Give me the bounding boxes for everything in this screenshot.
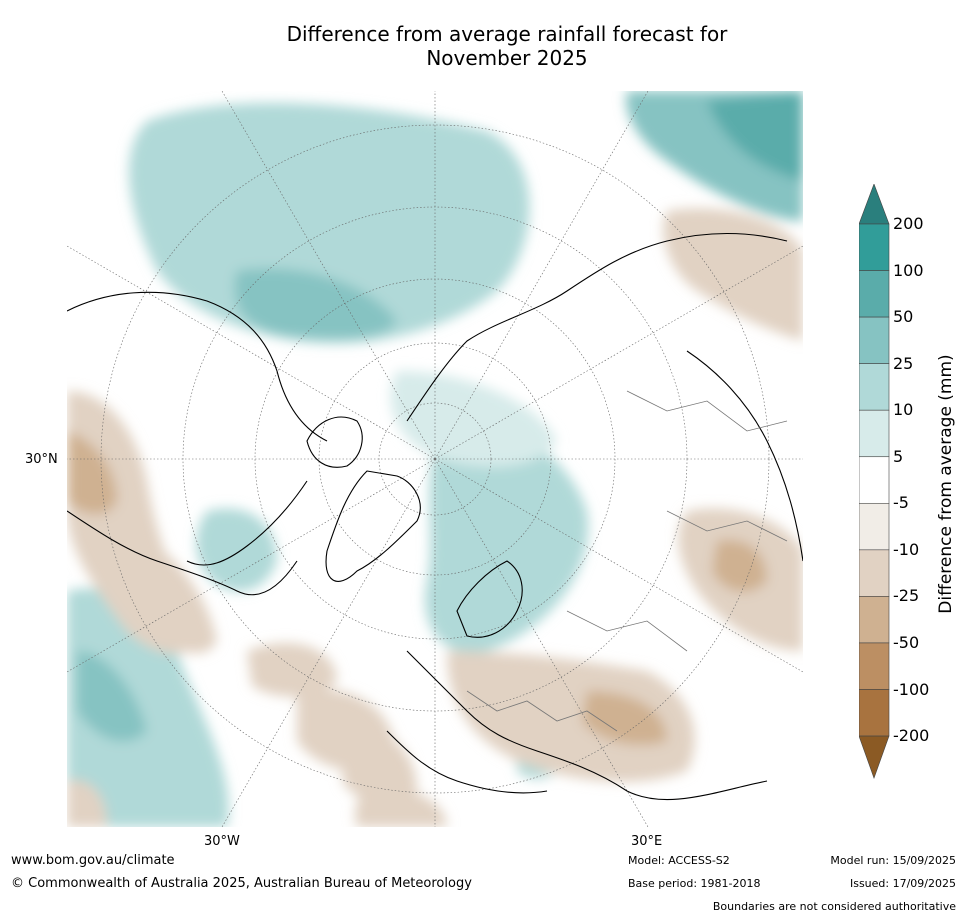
- colorbar-tick-label: -50: [893, 632, 920, 652]
- website-link[interactable]: www.bom.gov.au/climate: [11, 853, 175, 868]
- dry-anomaly-mediterranean-middle-east-core: [582, 691, 667, 745]
- scandinavia-coastline: [456, 560, 523, 638]
- country-boundary: [466, 690, 618, 732]
- rainfall-anomaly-field: [67, 91, 803, 827]
- disclaimer-text: Boundaries are not considered authoritat…: [712, 900, 956, 913]
- meridian: [434, 91, 649, 460]
- colorbar-title: Difference from average (mm): [936, 354, 956, 614]
- longitude-label-30w: 30°W: [204, 834, 240, 849]
- wet-anomaly-northeast-pacific-core: [707, 91, 803, 181]
- title-line-2: November 2025: [426, 46, 588, 70]
- colorbar-over-arrow: [859, 184, 890, 225]
- dry-anomaly-central-asia: [663, 208, 803, 341]
- longitude-label-30e: 30°E: [631, 834, 663, 849]
- country-boundary: [666, 510, 788, 542]
- colorbar-bin: [859, 502, 890, 551]
- dry-anomaly-north-america-west-core: [67, 431, 117, 515]
- copyright-text: © Commonwealth of Australia 2025, Austra…: [11, 876, 472, 891]
- dry-anomaly-north-america-south: [126, 531, 217, 654]
- meridian: [434, 458, 803, 673]
- country-boundary: [566, 610, 688, 652]
- base-period-text: Base period: 1981-2018: [628, 877, 761, 890]
- colorbar-bin: [859, 596, 890, 644]
- greenland-coastline: [325, 470, 421, 582]
- colorbar-bin: [859, 363, 890, 411]
- colorbar-bin: [859, 549, 890, 597]
- graticule: [67, 91, 803, 827]
- colorbar-tick-label: 200: [893, 214, 924, 233]
- polar-stereographic-map: [67, 91, 803, 827]
- wet-anomaly-north-pacific-west-core: [77, 651, 147, 742]
- dry-anomaly-east-asia-core: [712, 540, 767, 592]
- colorbar-tick-label: 100: [893, 260, 924, 280]
- dry-anomaly-bottom-left-corner: [67, 780, 107, 827]
- colorbar-tick-label: 5: [893, 446, 904, 466]
- europe-coastline: [406, 650, 768, 801]
- colorbar: [859, 184, 890, 779]
- coastlines: [67, 232, 803, 801]
- wet-anomaly-central-arctic: [390, 371, 557, 467]
- meridian: [67, 458, 436, 673]
- colorbar-tick-label: -100: [893, 679, 930, 699]
- meridian: [221, 91, 436, 460]
- colorbar-bin: [859, 223, 890, 271]
- wet-anomaly-alaska: [196, 508, 277, 592]
- colorbar-bin: [859, 456, 890, 504]
- colorbar-bin: [859, 409, 890, 458]
- colorbar-under-arrow: [859, 735, 890, 779]
- colorbar-tick-label: 50: [893, 307, 914, 327]
- colorbar-bin: [859, 689, 890, 737]
- colorbar-tick-label: -5: [893, 493, 909, 513]
- map-title: Difference from average rainfall forecas…: [0, 22, 965, 70]
- wet-anomaly-north-atlantic: [128, 102, 530, 344]
- latitude-label-30n: 30°N: [25, 452, 58, 467]
- eurasia-north-coastline: [406, 232, 788, 422]
- colorbar-bins: [859, 184, 890, 779]
- map-canvas: [67, 91, 803, 827]
- north-america-coastline: [67, 291, 328, 596]
- meridian: [67, 245, 436, 460]
- mediterranean-coastline: [386, 730, 548, 794]
- colorbar-bin: [859, 316, 890, 364]
- wet-anomaly-north-atlantic-core: [234, 268, 397, 339]
- model-text: Model: ACCESS-S2: [628, 854, 730, 867]
- wet-anomaly-scandinavia: [425, 411, 589, 653]
- title-line-1: Difference from average rainfall forecas…: [286, 22, 728, 46]
- country-boundary: [626, 390, 788, 432]
- dry-anomaly-north-atlantic-south: [247, 642, 337, 697]
- issued-text: Issued: 17/09/2025: [849, 877, 956, 890]
- colorbar-bin: [859, 270, 890, 318]
- colorbar-tick-label: -10: [893, 539, 920, 559]
- colorbar-tick-label: 25: [893, 353, 914, 373]
- wet-anomaly-north-pacific-west: [67, 588, 229, 827]
- dry-anomaly-north-africa-east: [355, 788, 447, 827]
- meridian: [434, 458, 649, 827]
- country-boundaries: [466, 390, 788, 732]
- model-run-text: Model run: 15/09/2025: [830, 854, 956, 867]
- canadian-archipelago-coastline: [306, 416, 363, 468]
- colorbar-bin: [859, 642, 890, 690]
- colorbar-tick-label: -25: [893, 586, 920, 606]
- meridian: [221, 458, 436, 827]
- east-asia-coastline: [686, 350, 803, 562]
- meridian: [434, 245, 803, 460]
- colorbar-tick-label: -200: [893, 726, 930, 746]
- colorbar-tick-label: 10: [893, 400, 914, 420]
